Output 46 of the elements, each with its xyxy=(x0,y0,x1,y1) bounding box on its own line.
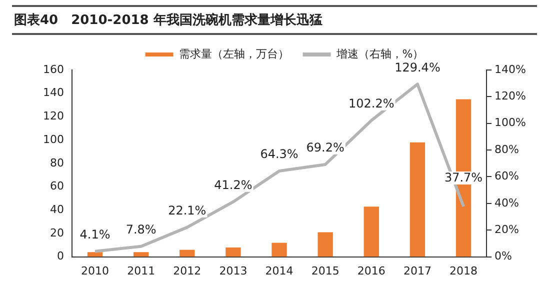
y-tick-label: 60 xyxy=(50,180,64,193)
data-label: 41.2% xyxy=(214,178,252,192)
y2-tick-label: 0% xyxy=(494,250,512,263)
legend-label: 增速（右轴，%） xyxy=(335,47,424,60)
x-tick-label: 2014 xyxy=(265,264,294,278)
y2-tick-label: 40% xyxy=(494,196,520,210)
data-label: 69.2% xyxy=(306,140,344,155)
x-tick-label: 2018 xyxy=(450,264,478,278)
y-tick-label: 100 xyxy=(42,132,64,146)
y-tick-label: 140 xyxy=(42,86,64,100)
data-label: 4.1% xyxy=(80,227,110,242)
y-tick-label: 0 xyxy=(56,250,64,263)
bar xyxy=(318,232,333,257)
y2-tick-label: 100% xyxy=(494,116,526,130)
y2-tick-label: 120% xyxy=(494,90,526,103)
bar xyxy=(364,206,379,257)
x-tick-label: 2010 xyxy=(81,264,110,278)
data-label: 22.1% xyxy=(168,203,206,218)
bar xyxy=(133,252,149,257)
y2-tick-label: 140% xyxy=(494,62,526,76)
y2-tick-label: 60% xyxy=(494,170,520,183)
bar xyxy=(180,250,195,257)
y-tick-label: 40 xyxy=(50,202,64,216)
data-label: 129.4% xyxy=(394,60,440,74)
x-tick-label: 2017 xyxy=(403,264,432,278)
chart-title: 图表40 2010-2018 年我国洗碗机需求量增长迅猛 xyxy=(12,5,537,35)
data-label: 37.7% xyxy=(444,170,483,185)
y2-tick-label: 80% xyxy=(494,142,520,156)
data-label: 7.8% xyxy=(126,222,156,237)
x-tick-label: 2013 xyxy=(219,264,248,278)
bar xyxy=(272,242,287,257)
bar xyxy=(410,142,426,257)
data-label: 64.3% xyxy=(260,147,298,162)
y-tick-label: 80 xyxy=(50,156,64,170)
y-tick-label: 20 xyxy=(50,226,64,240)
y2-tick-label: 20% xyxy=(494,222,520,236)
y-tick-label: 160 xyxy=(42,62,64,76)
x-tick-label: 2011 xyxy=(127,264,156,278)
legend-label: 需求量（左轴，万台） xyxy=(178,47,289,60)
bar xyxy=(226,247,241,257)
x-tick-label: 2015 xyxy=(311,264,340,278)
data-label: 102.2% xyxy=(348,96,394,111)
y-tick-label: 120 xyxy=(42,110,64,123)
x-tick-label: 2016 xyxy=(357,264,386,278)
bar xyxy=(87,252,103,257)
x-tick-label: 2012 xyxy=(173,264,202,278)
